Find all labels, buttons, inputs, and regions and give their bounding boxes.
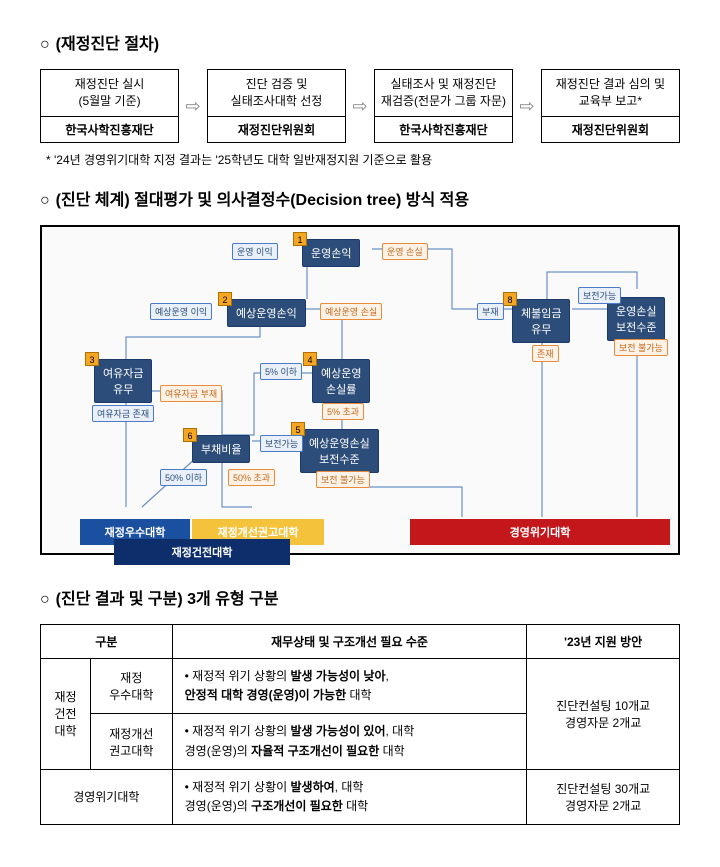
edge-label: 예상운영 손실 (320, 303, 382, 320)
tree-node: 6부채비율 (192, 435, 250, 463)
edge-label: 5% 초과 (322, 403, 364, 420)
edge-label: 부재 (477, 303, 504, 320)
table-row: 경영위기대학재정적 위기 상황이 발생하여, 대학경영(운영)의 구조개선이 필… (41, 769, 680, 824)
edge-label: 여유자금 존재 (92, 405, 154, 422)
tree-node: 2예상운영손익 (227, 299, 306, 327)
procedure-top: 진단 검증 및실태조사대학 선정 (208, 70, 345, 116)
cell-support: 진단컨설팅 10개교경영자문 2개교 (527, 659, 680, 770)
edge-label: 예상운영 이익 (150, 303, 212, 320)
tree-node: 1운영손익 (302, 239, 360, 267)
result-label: 경영위기대학 (410, 519, 670, 545)
arrow-icon: ⇨ (348, 96, 372, 117)
procedure-bottom: 재정진단위원회 (208, 116, 345, 142)
tree-node: 4예상운영손실률 (312, 359, 370, 403)
procedure-box: 진단 검증 및실태조사대학 선정재정진단위원회 (207, 69, 346, 143)
cell-cat1: 재정건전대학 (41, 659, 91, 770)
arrow-icon: ⇨ (515, 96, 539, 117)
table-header: 구분 (41, 625, 173, 659)
tree-node: 8체불임금유무 (512, 299, 570, 343)
arrow-icon: ⇨ (181, 96, 205, 117)
procedure-top: 실태조사 및 재정진단재검증(전문가 그룹 자문) (375, 70, 512, 116)
tree-node: 3여유자금유무 (94, 359, 152, 403)
table-header: 재무상태 및 구조개선 필요 수준 (172, 625, 527, 659)
edge-label: 여유자금 부재 (160, 385, 222, 402)
procedure-bottom: 한국사학진흥재단 (375, 116, 512, 142)
procedure-top: 재정진단 실시(5월말 기준) (41, 70, 178, 116)
table-row: 재정건전대학재정우수대학재정적 위기 상황의 발생 가능성이 낮아,안정적 대학… (41, 659, 680, 714)
result-table: 구분재무상태 및 구조개선 필요 수준'23년 지원 방안재정건전대학재정우수대… (40, 624, 680, 825)
procedure-bottom: 재정진단위원회 (542, 116, 679, 142)
cell-desc: 재정적 위기 상황의 발생 가능성이 있어, 대학경영(운영)의 자율적 구조개… (172, 714, 527, 769)
edge-label: 50% 이하 (160, 469, 207, 486)
edge-label: 보전 불가능 (614, 339, 668, 356)
tree-node: 5예상운영손실보전수준 (300, 429, 379, 473)
procedure-box: 재정진단 결과 심의 및교육부 보고*재정진단위원회 (541, 69, 680, 143)
edge-label: 보전가능 (260, 435, 303, 452)
procedure-box: 재정진단 실시(5월말 기준)한국사학진흥재단 (40, 69, 179, 143)
edge-label: 존재 (532, 345, 559, 362)
procedure-bottom: 한국사학진흥재단 (41, 116, 178, 142)
cell-cat2: 재정개선권고대학 (91, 714, 173, 769)
edge-label: 보전 불가능 (316, 471, 370, 488)
edge-label: 50% 초과 (228, 469, 275, 486)
cell-desc: 재정적 위기 상황이 발생하여, 대학경영(운영)의 구조개선이 필요한 대학 (172, 769, 527, 824)
procedure-row: 재정진단 실시(5월말 기준)한국사학진흥재단⇨진단 검증 및실태조사대학 선정… (40, 69, 680, 143)
procedure-box: 실태조사 및 재정진단재검증(전문가 그룹 자문)한국사학진흥재단 (374, 69, 513, 143)
table-header: '23년 지원 방안 (527, 625, 680, 659)
cell-cat-merged: 경영위기대학 (41, 769, 173, 824)
cell-desc: 재정적 위기 상황의 발생 가능성이 낮아,안정적 대학 경영(운영)이 가능한… (172, 659, 527, 714)
edge-label: 운영 손실 (382, 243, 428, 260)
footnote: * '24년 경영위기대학 지정 결과는 '25학년도 대학 일반재정지원 기준… (46, 151, 680, 168)
decision-tree: 1운영손익 2예상운영손익 3여유자금유무 4예상운영손실률 5예상운영손실보전수준 6부… (40, 225, 680, 555)
section3-title: ○(진단 결과 및 구분) 3개 유형 구분 (40, 585, 690, 609)
section2-title: ○(진단 체계) 절대평가 및 의사결정수(Decision tree) 방식 … (40, 186, 690, 210)
result-label: 재정건전대학 (114, 539, 290, 565)
edge-label: 5% 이하 (260, 363, 302, 380)
procedure-top: 재정진단 결과 심의 및교육부 보고* (542, 70, 679, 116)
cell-cat2: 재정우수대학 (91, 659, 173, 714)
section1-title: ○(재정진단 절차) (40, 30, 690, 54)
cell-support: 진단컨설팅 30개교경영자문 2개교 (527, 769, 680, 824)
edge-label: 보전가능 (578, 287, 621, 304)
edge-label: 운영 이익 (232, 243, 278, 260)
